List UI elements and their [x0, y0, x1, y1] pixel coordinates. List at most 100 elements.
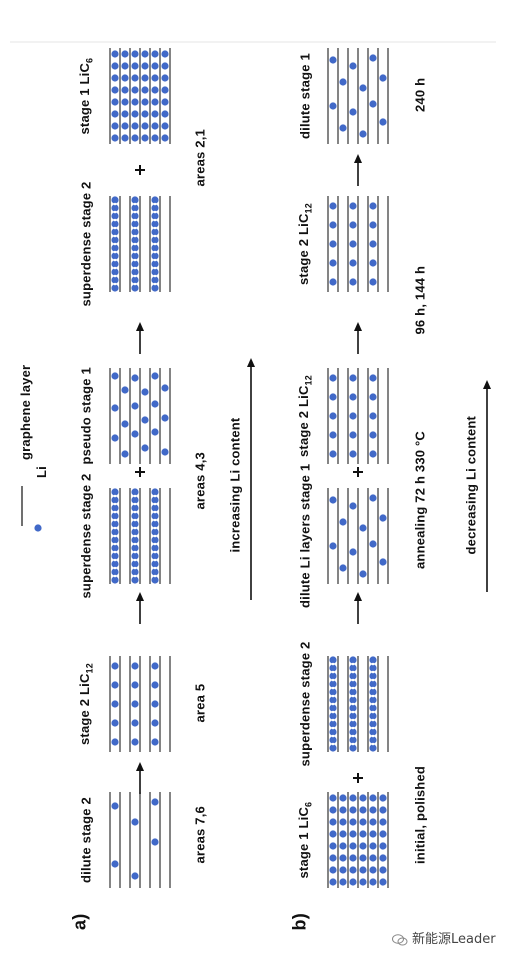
panel-b-stage-2-li-atom	[349, 688, 357, 696]
panel-b-stage-2-li-atom	[329, 704, 337, 712]
panel-b-stage-2-li-highlight	[371, 702, 375, 706]
panel-a-stage-3-li-atom	[131, 528, 139, 536]
panel-b-stage-3-li-atom	[379, 558, 387, 566]
panel-b-stage-6-li-atom	[379, 118, 387, 126]
panel-b-stage-4-li-atom	[329, 412, 337, 420]
panel-a-stage-3-li-atom	[151, 528, 159, 536]
panel-a-stage-5-li-highlight	[113, 210, 117, 214]
panel-a-stage-3-li-atom	[111, 544, 119, 552]
panel-a-stage-3-li-highlight	[113, 518, 117, 522]
panel-a-stage-5-li-highlight	[113, 258, 117, 262]
panel-a-stage-3-li-highlight	[153, 550, 157, 554]
panel-b-stage-2-li-atom	[329, 712, 337, 720]
panel-b-stage-2-li-highlight	[371, 694, 375, 698]
panel-a-stage-3-li-highlight	[153, 494, 157, 498]
panel-b-tag: b)	[289, 913, 310, 931]
panel-a-stage-6-li-atom	[131, 98, 139, 106]
panel-b-stage-1-li-atom	[379, 794, 387, 802]
panel-a-stage-3-li-atom	[151, 512, 159, 520]
panel-a-stage-6-li-atom	[121, 50, 129, 58]
panel-a-stage-3-li-atom	[131, 576, 139, 584]
panel-b-stage-1-li-atom	[339, 818, 347, 826]
panel-a-stage-6-li-atom	[141, 122, 149, 130]
panel-a-stage-6-li-atom	[131, 62, 139, 70]
panel-b-stage-5-li-atom	[329, 259, 337, 267]
panel-b-stage-2-li-highlight	[331, 678, 335, 682]
panel-a-stage-5-li-atom	[111, 252, 119, 260]
panel-b-stage-2-li-atom	[369, 736, 377, 744]
panel-a-stage-4-li-atom	[111, 372, 119, 380]
panel-b-stage-1-li-atom	[329, 842, 337, 850]
panel-a-stage-5-li-highlight	[133, 226, 137, 230]
panel-a-stage-2-li-atom	[131, 662, 139, 670]
panel-b-stage-5-li-atom	[349, 202, 357, 210]
panel-a-stage-3-li-highlight	[133, 494, 137, 498]
panel-b-stage-1-li-atom	[359, 842, 367, 850]
panel-a-stage-6-li-atom	[131, 122, 139, 130]
panel-a-stage-6-li-atom	[141, 62, 149, 70]
panel-a-stage-6-li-atom	[151, 74, 159, 82]
panel-a-connector-1-arrow-head	[136, 762, 144, 771]
panel-b-stage-5-li-atom	[329, 278, 337, 286]
panel-b-stage-4-li-atom	[349, 374, 357, 382]
panel-a-stage-1-li-atom	[131, 818, 139, 826]
panel-a-stage-6-li-atom	[121, 134, 129, 142]
panel-a-tag: a)	[69, 913, 90, 930]
panel-b-group-label-4: 240 h	[412, 77, 428, 112]
panel-a-stage-5-li-highlight	[133, 258, 137, 262]
panel-a-stage-3-li-atom	[131, 504, 139, 512]
panel-a-stage-5-li-highlight	[133, 210, 137, 214]
panel-b-connector-2-arrow-head	[354, 592, 362, 601]
panel-a-stage-3-li-atom	[111, 488, 119, 496]
panel-b-stage-4-li-atom	[349, 393, 357, 401]
panel-b-stage-6-li-atom	[329, 102, 337, 110]
legend-graphene-label: graphene layer	[18, 364, 33, 460]
panel-a-stage-3-li-highlight	[133, 574, 137, 578]
panel-b-stage-2-li-atom	[369, 728, 377, 736]
panel-b-stage-1-li-atom	[339, 854, 347, 862]
panel-a-stage-5-li-atom	[131, 204, 139, 212]
panel-a-stage-4-li-atom	[121, 420, 129, 428]
panel-b-stage-1-li-atom	[329, 854, 337, 862]
panel-a-stage-3-li-highlight	[153, 574, 157, 578]
panel-b-stage-1-li-atom	[339, 878, 347, 886]
panel-b-stage-3-li-atom	[349, 548, 357, 556]
panel-a-stage-1-li-atom	[111, 860, 119, 868]
panel-b-stage-2-li-atom	[329, 728, 337, 736]
panel-a-stage-5-li-atom	[151, 220, 159, 228]
panel-a-stage-3-li-atom	[131, 496, 139, 504]
panel-b-stage-1-li-atom	[379, 830, 387, 838]
panel-a-stage-3-li-highlight	[133, 526, 137, 530]
panel-b-group-label-2: annealing 72 h 330 °C	[412, 430, 428, 569]
panel-b-stage-2-li-highlight	[331, 718, 335, 722]
panel-a-stage-3-li-atom	[151, 576, 159, 584]
panel-b-stage-1-li-atom	[349, 794, 357, 802]
panel-b-stage-2-li-highlight	[351, 694, 355, 698]
panel-b-stage-2-li-atom	[349, 680, 357, 688]
panel-a-stage-3-li-highlight	[153, 534, 157, 538]
panel-b-stage-2-li-highlight	[371, 742, 375, 746]
panel-b-stage-4-li-atom	[349, 431, 357, 439]
panel-b-stage-2-li-highlight	[371, 662, 375, 666]
panel-b-stage-1-li-atom	[349, 818, 357, 826]
panel-b-stage-3-li-atom	[369, 494, 377, 502]
panel-b-stage-1-li-atom	[349, 830, 357, 838]
panel-a-stage-3-li-atom	[111, 568, 119, 576]
panel-a-stage-3-li-highlight	[133, 534, 137, 538]
panel-b-stage-2-li-highlight	[331, 710, 335, 714]
panel-b-stage-2-li-highlight	[351, 726, 355, 730]
panel-b-stage-2-li-atom	[349, 704, 357, 712]
panel-b-stage-2-li-atom	[329, 664, 337, 672]
panel-b-stage-1-li-atom	[369, 854, 377, 862]
panel-a-stage-2-label: stage 2 LiC12	[77, 663, 95, 745]
panel-a-stage-4-label: pseudo stage 1	[78, 367, 94, 465]
panel-a-stage-5-li-highlight	[153, 274, 157, 278]
panel-a-stage-3-li-highlight	[153, 510, 157, 514]
panel-a-stage-3-li-atom	[151, 488, 159, 496]
panel-a-stage-5-li-atom	[151, 252, 159, 260]
panel-b-stage-1-li-atom	[339, 830, 347, 838]
panel-b-stage-1-li-atom	[379, 818, 387, 826]
panel-a-stage-5-li-highlight	[133, 202, 137, 206]
panel-a-stage-3-li-atom	[131, 488, 139, 496]
panel-a-stage-5-li-atom	[111, 212, 119, 220]
